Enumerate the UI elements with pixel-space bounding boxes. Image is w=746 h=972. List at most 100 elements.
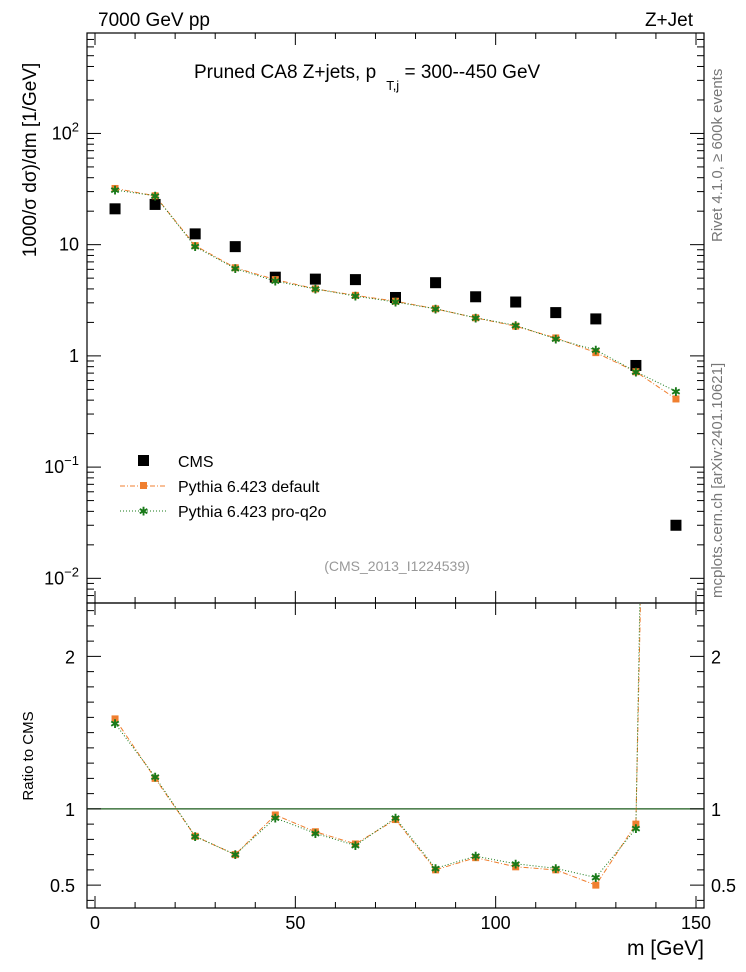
main-y-axis-label: 1000/σ dσ)/dm [1/GeV] <box>20 63 41 258</box>
proq2o-data-point: ✱ <box>270 275 280 289</box>
proq2o-data-point: ✱ <box>350 290 360 304</box>
cms-data-point <box>109 203 121 215</box>
proq2o-data-point: ✱ <box>150 189 160 203</box>
x-tick-label: 150 <box>681 913 711 933</box>
ratio-tick-labels: 0.5 0.5 1 1 2 2 0 50 100 150 <box>50 647 736 933</box>
proq2o-data-point: ✱ <box>390 296 400 310</box>
default-data-point <box>191 242 199 250</box>
ratio-proq2o-point: ✱ <box>511 857 521 871</box>
ratio-proq2o-point: ✱ <box>190 830 200 844</box>
default-data-point <box>311 285 319 293</box>
proq2o-data-point: ✱ <box>511 319 521 333</box>
ratio-proq2o-point: ✱ <box>230 848 240 862</box>
x-tick-label: 50 <box>285 913 305 933</box>
legend-default-label: Pythia 6.423 default <box>178 479 320 496</box>
ratio-y-tick-label: 2 <box>65 647 75 667</box>
main-y-tick-label: 102 <box>52 119 79 143</box>
ratio-y-tick-label-right: 0.5 <box>711 876 736 896</box>
ratio-series-group: ✱✱✱✱✱✱✱✱✱✱✱✱✱✱✱ <box>110 603 641 889</box>
ratio-default-point <box>512 863 520 871</box>
ratio-default-point <box>311 828 319 836</box>
main-y-tick-label: 10−2 <box>44 564 79 588</box>
main-y-tick-label: 1 <box>69 346 79 366</box>
cms-data-point <box>309 273 321 285</box>
ratio-default-point <box>632 820 640 828</box>
ratio-y-tick-label: 1 <box>65 800 75 820</box>
cms-data-point <box>430 277 442 289</box>
ratio-plot-frame <box>86 602 705 909</box>
legend-cms-marker <box>138 455 149 466</box>
ratio-proq2o-point: ✱ <box>431 862 441 876</box>
cms-data-point <box>390 291 401 303</box>
legend-proq2o-label: Pythia 6.423 pro-q2o <box>178 504 327 521</box>
proq2o-data-point: ✱ <box>591 343 601 357</box>
header-left: 7000 GeV pp <box>98 10 210 31</box>
ratio-default-point <box>432 866 440 874</box>
cms-data-point <box>229 241 241 253</box>
default-data-point <box>271 276 279 284</box>
legend: CMS Pythia 6.423 default ✱ Pythia 6.423 … <box>120 454 327 521</box>
cms-data-point <box>189 228 201 240</box>
default-data-point <box>512 322 520 330</box>
proq2o-data-point: ✱ <box>190 240 200 254</box>
ratio-proq2o-point: ✱ <box>310 827 320 841</box>
default-data-point <box>592 349 600 357</box>
ratio-proq2o-point: ✱ <box>631 822 641 836</box>
main-y-tick-label: 10 <box>59 235 79 255</box>
proq2o-data-point: ✱ <box>310 282 320 296</box>
ratio-proq2o-point: ✱ <box>390 812 400 826</box>
proq2o-data-point: ✱ <box>431 302 441 316</box>
cms-data-point <box>349 274 361 286</box>
main-y-tick-label: 10−1 <box>44 453 79 477</box>
proq2o-data-point: ✱ <box>631 365 641 379</box>
default-data-point <box>231 264 239 272</box>
ratio-default-point <box>151 774 159 782</box>
cms-data-point <box>630 359 642 371</box>
proq2o-data-point: ✱ <box>551 332 561 346</box>
ratio-default-point <box>592 881 600 889</box>
ratio-y-axis-label: Ratio to CMS <box>20 711 37 800</box>
cms-data-point <box>149 198 161 210</box>
ratio-default-point <box>191 832 199 840</box>
ratio-default-point <box>231 851 239 859</box>
proq2o-data-point: ✱ <box>471 311 481 325</box>
plot-title: Pruned CA8 Z+jets, pT,j = 300--450 GeV <box>194 62 541 93</box>
header-right: Z+Jet <box>645 10 694 31</box>
ratio-proq2o-point: ✱ <box>471 850 481 864</box>
ratio-default-point <box>472 854 480 862</box>
default-data-point <box>632 368 640 376</box>
ratio-proq2o-point: ✱ <box>591 871 601 885</box>
ratio-default-point <box>351 840 359 848</box>
legend-proq2o-marker: ✱ <box>138 505 148 519</box>
default-data-point <box>552 334 560 342</box>
proq2o-data-point: ✱ <box>671 385 681 399</box>
cms-data-point <box>550 307 562 319</box>
cms-data-point <box>510 296 522 308</box>
proq2o-data-point: ✱ <box>110 184 120 198</box>
default-data-point <box>472 314 480 322</box>
ratio-series-line <box>114 603 641 879</box>
ratio-axis-ticks <box>87 603 704 908</box>
default-data-point <box>392 297 399 305</box>
x-tick-label: 0 <box>90 913 100 933</box>
x-tick-label: 100 <box>481 913 511 933</box>
x-axis-label: m [GeV] <box>627 937 704 960</box>
ratio-proq2o-point: ✱ <box>350 839 360 853</box>
mcplots-site-label: mcplots.cern.ch [arXiv:2401.10621] <box>709 363 726 598</box>
ratio-series-line <box>114 603 641 886</box>
legend-default-marker <box>140 482 147 489</box>
ratio-proq2o-point: ✱ <box>110 717 120 731</box>
default-data-point <box>432 305 440 313</box>
main-series-group: ✱ ✱ ✱ ✱ ✱ ✱ ✱ ✱ ✱ ✱ ✱ ✱ ✱ ✱ ✱ <box>109 184 682 531</box>
default-data-point <box>672 395 680 403</box>
ratio-proq2o-point: ✱ <box>551 862 561 876</box>
main-y-tick-labels: 10−2 10−1 1 10 102 <box>44 119 79 588</box>
default-data-point <box>111 184 119 192</box>
rivet-version-label: Rivet 4.1.0, ≥ 600k events <box>709 69 726 242</box>
proq2o-data-point: ✱ <box>230 262 240 276</box>
main-axis-ticks <box>87 32 704 604</box>
legend-cms-label: CMS <box>178 454 214 471</box>
ratio-default-point <box>392 816 399 824</box>
ratio-default-point <box>271 811 279 819</box>
